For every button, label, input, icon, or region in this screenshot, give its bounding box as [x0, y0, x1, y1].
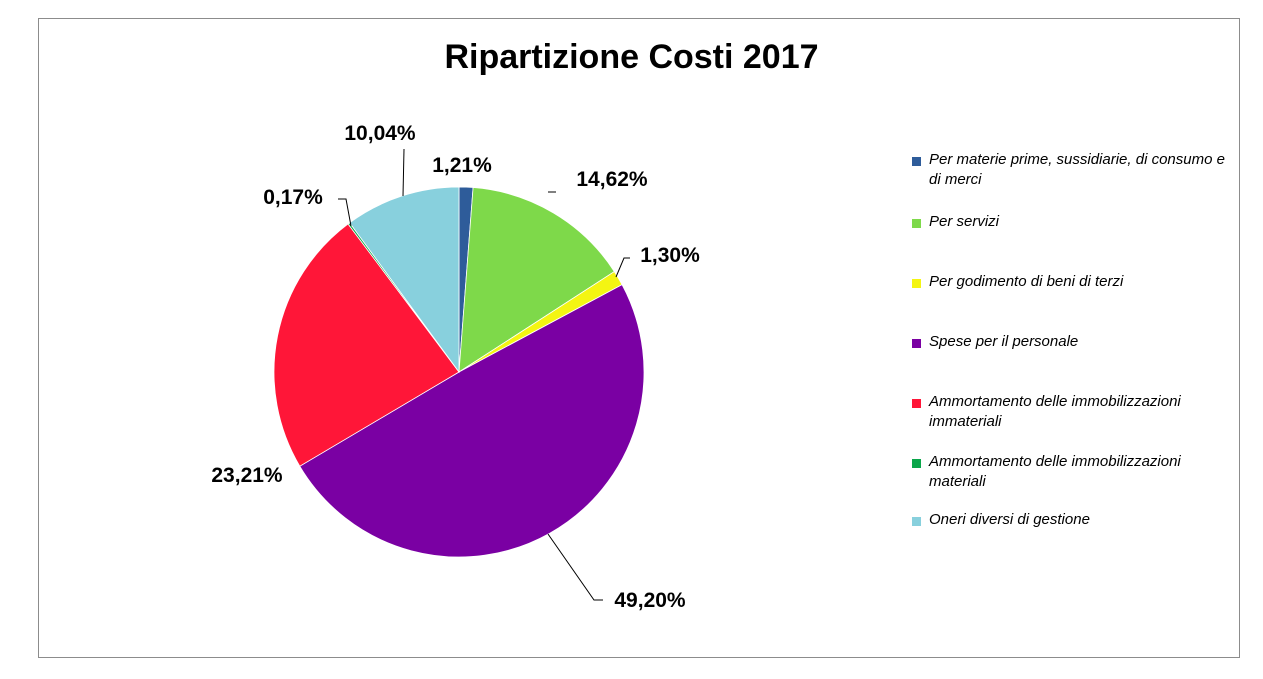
legend-swatch	[912, 399, 921, 408]
pie-slice-ammortamento-immateriali	[273, 223, 460, 467]
pie-slice-servizi	[458, 187, 615, 373]
legend-label: Per servizi	[929, 213, 1000, 230]
legend-swatch	[912, 279, 921, 288]
data-label-ammortamento-immateriali: 23,21%	[211, 464, 283, 487]
data-label-ammortamento-materiali: 0,17%	[263, 186, 323, 209]
legend-label: Spese per il personale	[929, 333, 1079, 350]
legend-label: Ammortamento delle immobilizzazioni mate…	[929, 453, 1181, 490]
data-label-servizi: 14,62%	[576, 168, 648, 191]
chart-title: Ripartizione Costi 2017	[444, 38, 819, 76]
legend-label: Ammortamento delle immobilizzazioni imma…	[929, 393, 1181, 430]
data-label-personale: 49,20%	[614, 589, 686, 612]
legend-label: Per godimento di beni di terzi	[929, 273, 1124, 290]
leader-line-godimento-beni	[615, 257, 630, 278]
pie-slice-oneri-diversi	[349, 186, 460, 374]
legend-label: Per materie prime, sussidiarie, di consu…	[929, 151, 1225, 188]
leader-line-ammortamento-materiali	[338, 198, 352, 227]
pie-slice-personale	[299, 284, 645, 558]
data-label-oneri-diversi: 10,04%	[344, 122, 416, 145]
legend-swatch	[912, 517, 921, 526]
legend-swatch	[912, 459, 921, 468]
data-label-godimento-beni: 1,30%	[640, 244, 700, 267]
legend-swatch	[912, 339, 921, 348]
leader-line-oneri-diversi	[402, 148, 405, 197]
legend-swatch	[912, 219, 921, 228]
leader-line-personale	[547, 533, 603, 601]
legend-swatch	[912, 157, 921, 166]
data-label-materie-prime: 1,21%	[432, 154, 492, 177]
legend-label: Oneri diversi di gestione	[929, 511, 1090, 528]
